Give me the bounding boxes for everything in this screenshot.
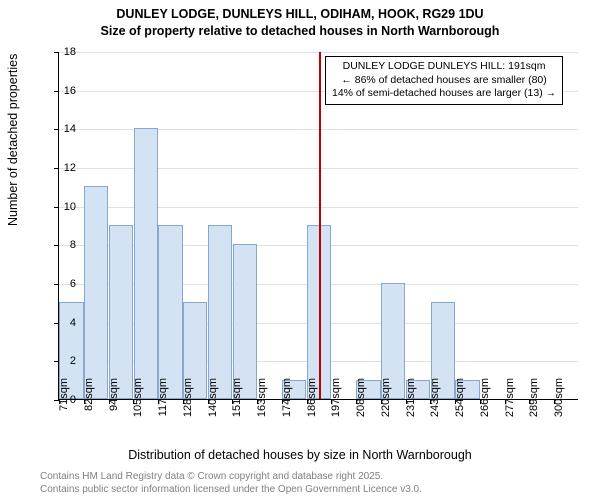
page-title-line1: DUNLEY LODGE, DUNLEYS HILL, ODIHAM, HOOK… xyxy=(0,6,600,23)
xtick-label: 277sqm xyxy=(504,378,516,438)
xtick-label: 300sqm xyxy=(553,378,565,438)
xtick-label: 117sqm xyxy=(157,378,169,438)
histogram-chart: DUNLEY LODGE DUNLEYS HILL: 191sqm← 86% o… xyxy=(58,52,578,400)
copyright-line2: Contains public sector information licen… xyxy=(40,484,422,497)
ytick-label: 4 xyxy=(46,317,76,329)
y-axis-label: Number of detached properties xyxy=(6,54,20,226)
xtick-label: 220sqm xyxy=(380,378,392,438)
marker-line xyxy=(319,52,321,399)
callout-box: DUNLEY LODGE DUNLEYS HILL: 191sqm← 86% o… xyxy=(325,56,563,105)
ytick-label: 14 xyxy=(46,123,76,135)
callout-line: ← 86% of detached houses are smaller (80… xyxy=(332,74,556,88)
xtick-label: 174sqm xyxy=(281,378,293,438)
ytick-label: 8 xyxy=(46,239,76,251)
xtick-label: 128sqm xyxy=(182,378,194,438)
xtick-label: 186sqm xyxy=(306,378,318,438)
copyright-line1: Contains HM Land Registry data © Crown c… xyxy=(40,471,422,484)
xtick-label: 163sqm xyxy=(256,378,268,438)
ytick-label: 2 xyxy=(46,355,76,367)
callout-line: 14% of semi-detached houses are larger (… xyxy=(332,87,556,101)
xtick-label: 82sqm xyxy=(83,378,95,438)
ytick-label: 12 xyxy=(46,162,76,174)
histogram-bar xyxy=(134,128,158,399)
xtick-label: 254sqm xyxy=(454,378,466,438)
callout-line: DUNLEY LODGE DUNLEYS HILL: 191sqm xyxy=(332,60,556,74)
xtick-label: 266sqm xyxy=(479,378,491,438)
histogram-bar xyxy=(208,225,232,399)
histogram-bar xyxy=(84,186,108,399)
xtick-label: 208sqm xyxy=(355,378,367,438)
xtick-label: 105sqm xyxy=(132,378,144,438)
xtick-label: 151sqm xyxy=(231,378,243,438)
histogram-bar xyxy=(109,225,133,399)
histogram-bar xyxy=(233,244,257,399)
ytick-label: 16 xyxy=(46,85,76,97)
xtick-label: 94sqm xyxy=(108,378,120,438)
ytick-label: 18 xyxy=(46,46,76,58)
xtick-label: 289sqm xyxy=(528,378,540,438)
copyright-notice: Contains HM Land Registry data © Crown c… xyxy=(40,471,422,496)
xtick-label: 140sqm xyxy=(207,378,219,438)
xtick-label: 71sqm xyxy=(58,378,70,438)
xtick-label: 231sqm xyxy=(405,378,417,438)
histogram-bar xyxy=(158,225,182,399)
ytick-label: 6 xyxy=(46,278,76,290)
xtick-label: 197sqm xyxy=(330,378,342,438)
ytick-label: 10 xyxy=(46,201,76,213)
x-axis-label: Distribution of detached houses by size … xyxy=(0,448,600,462)
page-title-line2: Size of property relative to detached ho… xyxy=(0,23,600,40)
xtick-label: 243sqm xyxy=(429,378,441,438)
